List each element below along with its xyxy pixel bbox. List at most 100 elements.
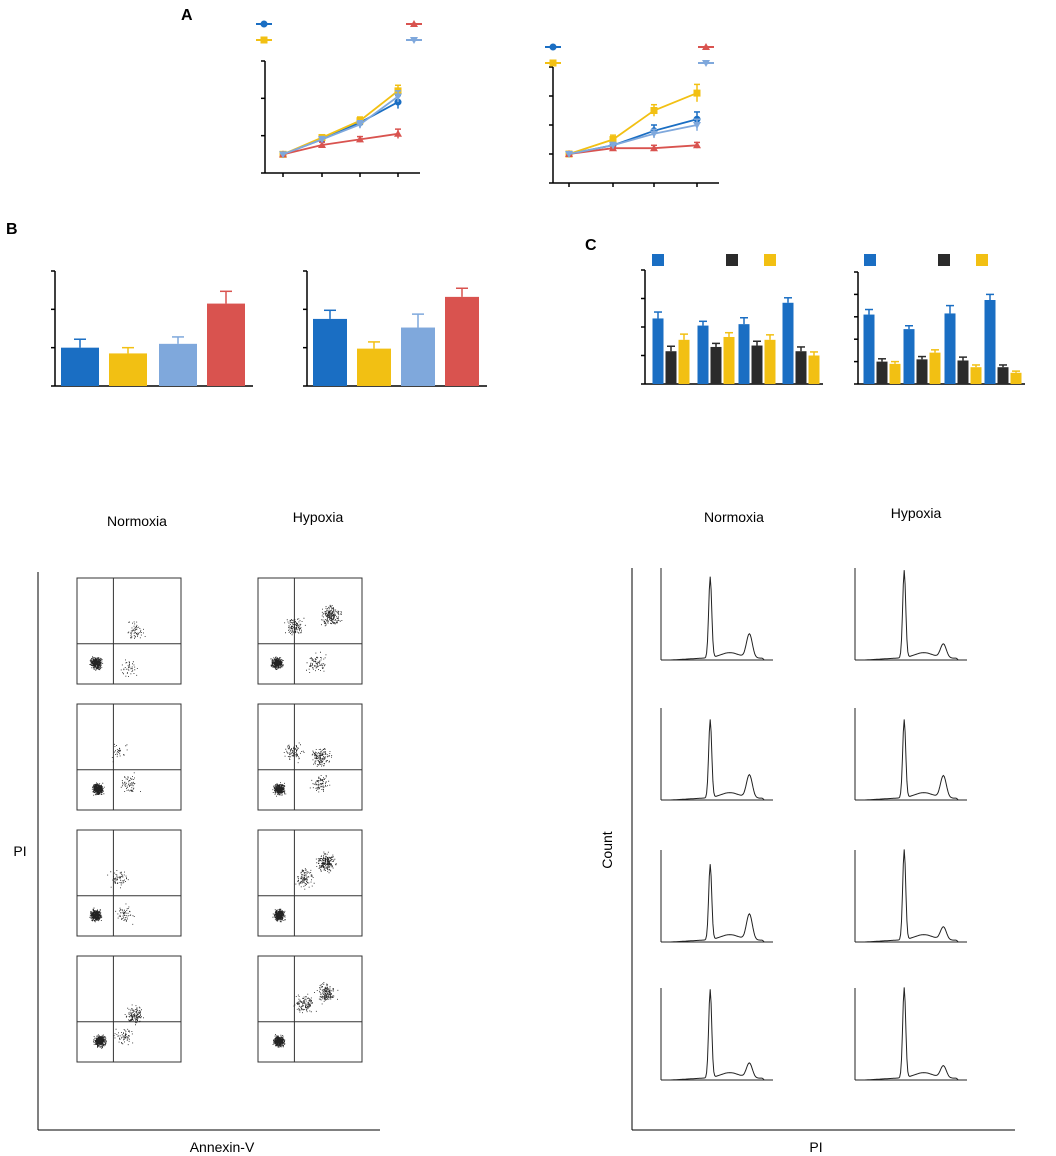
apoptosis-hypoxia-chart <box>303 270 487 387</box>
histogram-trace <box>670 864 769 943</box>
flow-dot-cloud <box>272 742 333 797</box>
flow-dot-cloud <box>89 870 135 925</box>
histogram-trace <box>864 719 963 801</box>
bar <box>738 324 750 384</box>
bar <box>984 300 996 384</box>
flow-hypoxia-header: Hypoxia <box>293 509 344 525</box>
data-point <box>650 130 658 138</box>
hist-y-axis-label: Count <box>599 831 615 868</box>
proliferation-normoxia-chart <box>256 20 422 177</box>
data-point <box>394 129 402 137</box>
histogram-panel: Normoxia Hypoxia Count PI <box>599 505 1015 1155</box>
data-point <box>609 142 617 150</box>
data-point <box>394 93 402 101</box>
legend-marker <box>549 43 557 51</box>
cell-cycle-hypoxia-chart <box>854 254 1025 385</box>
flow-plot-frame <box>76 955 182 1063</box>
bar <box>61 347 99 386</box>
flow-dot-cloud <box>272 851 337 923</box>
histogram-trace <box>670 719 769 801</box>
bar <box>665 351 677 384</box>
data-point <box>609 136 617 143</box>
bar <box>957 360 969 384</box>
series-line-1 <box>282 90 399 156</box>
series-line-2 <box>568 144 698 155</box>
series-line-3 <box>282 95 399 156</box>
legend-marker <box>410 37 418 44</box>
bar <box>751 345 763 384</box>
flow-dot-cloud <box>93 1004 144 1049</box>
bar <box>723 336 735 384</box>
hist-x-axis-label: PI <box>809 1139 822 1155</box>
bar <box>401 327 435 386</box>
legend-marker <box>260 36 268 44</box>
histogram-trace <box>864 570 963 661</box>
flow-plot-frame <box>257 703 363 811</box>
bar <box>970 367 982 384</box>
flow-plot-frame <box>257 577 363 685</box>
panel-letter-a: A <box>181 7 193 24</box>
histogram-trace <box>670 576 769 661</box>
legend-marker <box>702 60 710 67</box>
flow-plot-frame <box>257 829 363 937</box>
legend-swatch <box>764 254 776 266</box>
bar <box>997 367 1009 384</box>
legend-swatch <box>976 254 988 266</box>
bar <box>795 351 807 384</box>
bar <box>313 318 347 386</box>
hist-hypoxia-header: Hypoxia <box>891 505 942 521</box>
bar <box>782 302 794 384</box>
data-point <box>650 144 658 152</box>
bar <box>109 353 147 386</box>
bar <box>916 359 928 384</box>
bar <box>678 339 690 384</box>
data-point <box>279 151 287 159</box>
data-point <box>650 107 658 114</box>
legend-marker <box>260 20 268 28</box>
flow-cytometry-panel: Normoxia Hypoxia PI Annexin-V <box>13 509 380 1155</box>
histogram-trace <box>864 849 963 943</box>
bar <box>929 352 941 384</box>
flow-plot-frame <box>76 829 182 937</box>
data-point <box>318 136 326 144</box>
flow-plot-frame <box>76 577 182 685</box>
bar <box>652 318 664 384</box>
legend-marker <box>702 43 710 50</box>
panel-letter-b: B <box>6 221 18 238</box>
flow-normoxia-header: Normoxia <box>107 513 167 529</box>
series-line-1 <box>568 92 698 155</box>
bar <box>710 346 722 384</box>
flow-plot-frame <box>76 703 182 811</box>
legend-marker <box>549 59 557 67</box>
bar <box>357 348 391 386</box>
hist-normoxia-header: Normoxia <box>704 509 764 525</box>
flow-dot-cloud <box>91 743 141 796</box>
bar <box>207 303 245 386</box>
data-point <box>318 141 326 148</box>
series-line-3 <box>568 124 698 155</box>
bar <box>1010 372 1022 384</box>
bar <box>944 313 956 384</box>
legend-swatch <box>938 254 950 266</box>
bar <box>764 339 776 384</box>
flow-dot-cloud <box>272 982 339 1048</box>
data-point <box>356 121 364 129</box>
legend-swatch <box>864 254 876 266</box>
legend-swatch <box>652 254 664 266</box>
series-line-2 <box>282 132 399 156</box>
bar <box>808 355 820 384</box>
bar <box>159 343 197 386</box>
bar <box>445 296 479 386</box>
data-point <box>693 89 701 97</box>
proliferation-hypoxia-chart <box>545 43 719 187</box>
cell-cycle-normoxia-chart <box>641 254 823 385</box>
flow-dot-cloud <box>270 604 343 673</box>
data-point <box>693 122 701 129</box>
bar <box>889 363 901 384</box>
flow-plot-frame <box>257 955 363 1063</box>
apoptosis-normoxia-chart <box>51 270 253 387</box>
flow-dot-cloud <box>89 621 146 677</box>
bar <box>903 329 915 384</box>
panel-letter-c: C <box>585 237 597 254</box>
